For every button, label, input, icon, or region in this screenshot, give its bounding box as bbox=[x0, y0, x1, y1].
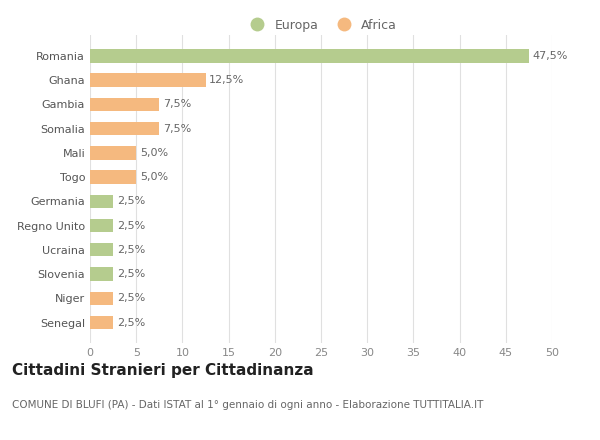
Text: Cittadini Stranieri per Cittadinanza: Cittadini Stranieri per Cittadinanza bbox=[12, 363, 314, 378]
Text: 2,5%: 2,5% bbox=[117, 293, 145, 303]
Bar bbox=[90, 98, 160, 111]
Bar bbox=[90, 73, 205, 87]
Text: 2,5%: 2,5% bbox=[117, 196, 145, 206]
Bar bbox=[90, 49, 529, 62]
Text: 2,5%: 2,5% bbox=[117, 220, 145, 231]
Bar bbox=[90, 316, 113, 329]
Text: 7,5%: 7,5% bbox=[163, 99, 191, 110]
Bar bbox=[90, 243, 113, 257]
Text: 2,5%: 2,5% bbox=[117, 318, 145, 327]
Bar bbox=[90, 170, 136, 184]
Bar bbox=[90, 268, 113, 281]
Text: 7,5%: 7,5% bbox=[163, 124, 191, 134]
Legend: Europa, Africa: Europa, Africa bbox=[240, 14, 402, 37]
Bar bbox=[90, 146, 136, 160]
Text: 47,5%: 47,5% bbox=[533, 51, 568, 61]
Bar bbox=[90, 292, 113, 305]
Text: 5,0%: 5,0% bbox=[140, 172, 168, 182]
Bar bbox=[90, 194, 113, 208]
Bar bbox=[90, 122, 160, 135]
Text: 12,5%: 12,5% bbox=[209, 75, 244, 85]
Text: 2,5%: 2,5% bbox=[117, 269, 145, 279]
Text: 2,5%: 2,5% bbox=[117, 245, 145, 255]
Text: COMUNE DI BLUFI (PA) - Dati ISTAT al 1° gennaio di ogni anno - Elaborazione TUTT: COMUNE DI BLUFI (PA) - Dati ISTAT al 1° … bbox=[12, 400, 484, 411]
Bar bbox=[90, 219, 113, 232]
Text: 5,0%: 5,0% bbox=[140, 148, 168, 158]
